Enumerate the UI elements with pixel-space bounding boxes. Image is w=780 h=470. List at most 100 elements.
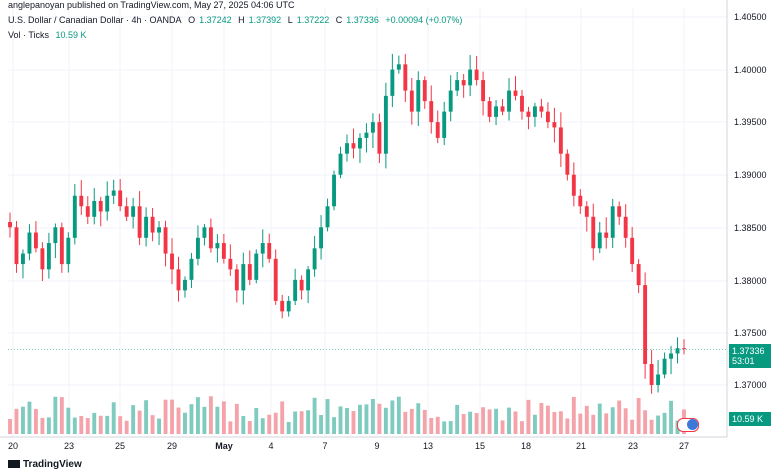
candle-body [370,122,375,133]
candle-body [79,195,84,207]
candle-body [396,64,401,70]
volume-bar [144,400,149,434]
candle-body [481,80,486,102]
candle-body [675,348,680,354]
candle-body [176,269,181,291]
candle-body [228,258,233,270]
us-flag-icon[interactable] [687,419,698,430]
volume-bar [189,404,194,434]
volume-bar [163,399,168,434]
volume-bar [137,410,142,434]
price-axis-label: 1.37000 [734,380,767,390]
volume-bar [241,416,246,434]
symbol-title[interactable]: U.S. Dollar / Canadian Dollar · 4h · OAN… [8,15,182,25]
candle-body [221,243,226,259]
candle-body [124,206,129,217]
candle-body [604,232,609,238]
volume-bar [92,412,97,434]
time-axis-label: 9 [374,441,380,451]
volume-bar [604,413,609,434]
volume-bar [280,401,285,434]
candle-body [105,195,110,212]
time-axis-label: 29 [166,441,178,451]
candle-body [325,206,330,228]
volume-bar [396,396,401,434]
volume-bar [215,406,220,434]
volume-bar [481,407,486,434]
candle-body [500,106,505,112]
candle-body [636,264,641,286]
volume-bar [545,405,550,434]
last-price-value: 1.37336 [732,346,765,356]
volume-bar [487,409,492,434]
candle-body [267,243,272,259]
volume-bar [377,403,382,434]
volume-bar [33,409,38,434]
volume-bar [21,406,25,434]
price-axis-label: 1.37500 [734,328,767,338]
volume-bar [500,420,505,434]
volume-value: 10.59 K [55,30,87,40]
close-label: C [335,15,343,25]
volume-bar [111,402,116,434]
volume-bar [461,414,466,434]
volume-bar [118,416,123,434]
price-axis-label: 1.39500 [734,117,767,127]
volume-bar [558,411,563,434]
volume-bar [306,410,311,434]
candle-body [59,227,64,265]
volume-bar [409,408,414,434]
volume-bar [532,414,537,434]
volume-bar [442,421,447,434]
volume-label[interactable]: Vol · Ticks [8,30,50,40]
candle-body [656,374,661,385]
candle-body [332,174,336,207]
volume-bar [565,418,570,434]
candle-body [539,106,544,112]
volume-bar [390,400,395,434]
volume-bar [494,408,499,434]
volume-tag: 10.59 K [729,412,771,426]
candle-body [306,269,311,291]
candle-body [299,279,304,291]
candle-body [273,258,278,301]
price-axis-label: 1.38500 [734,223,767,233]
volume-bar [260,418,265,434]
candle-body [150,216,155,233]
tradingview-logo[interactable]: TradingView [8,459,82,470]
time-axis-label: 15 [474,441,486,451]
volume-bar [254,408,259,434]
volume-bar [610,407,615,434]
candle-body [351,143,356,149]
volume-bar [597,403,602,434]
candle-body [429,101,434,123]
volume-bar [552,412,557,434]
candle-body [189,258,194,280]
volume-bar [273,412,278,434]
candle-body [215,243,220,249]
candle-body [513,90,518,96]
volume-bar [507,407,511,434]
candle-body [409,90,414,112]
volume-bar [208,396,213,434]
candle-body [468,69,473,86]
volume-bar [370,398,375,434]
candle-body [390,69,395,96]
candle-body [669,353,673,359]
candle-body [591,216,596,249]
volume-bar [40,417,45,434]
candle-body [293,279,298,301]
candle-body [552,122,557,128]
volume-bar [591,414,596,434]
candle-body [163,227,168,254]
candle-body [617,206,622,217]
candle-body [520,95,524,112]
high-label: H [238,15,245,25]
candle-body [33,232,38,249]
time-axis-label: 20 [7,441,19,451]
candle-body [312,248,317,270]
candle-body [442,111,447,138]
candle-body [578,195,583,207]
low-value: 1.37222 [296,15,330,25]
